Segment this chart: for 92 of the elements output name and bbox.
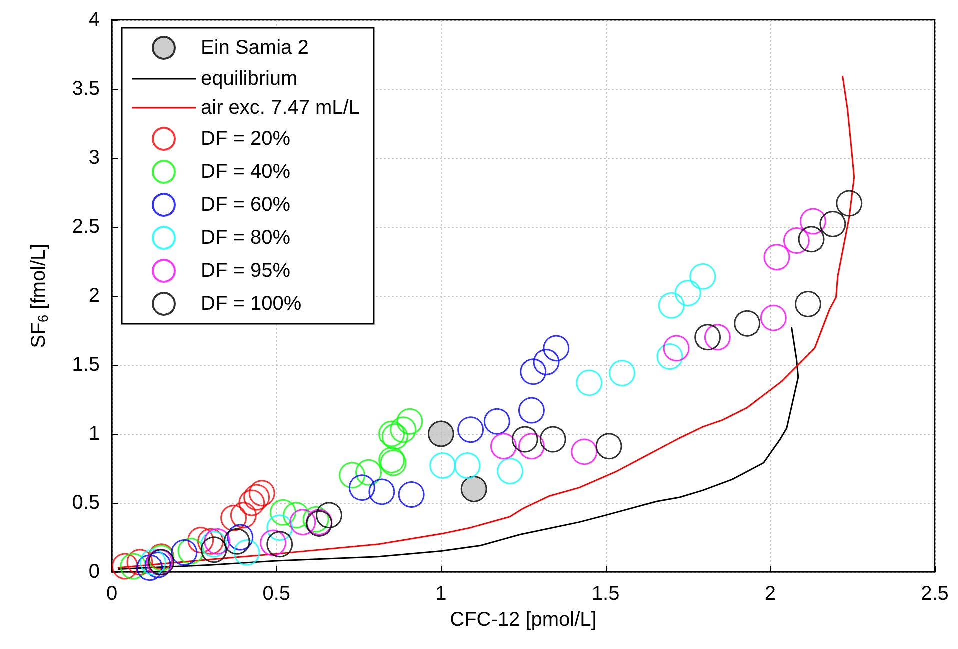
point bbox=[140, 549, 166, 576]
point bbox=[734, 310, 761, 337]
point bbox=[520, 358, 547, 386]
point bbox=[760, 304, 787, 332]
point bbox=[663, 335, 690, 362]
x-axis-title: CFC-12 [pmol/L] bbox=[450, 609, 597, 631]
y-tick-label: 3.5 bbox=[72, 78, 100, 100]
point bbox=[120, 553, 147, 580]
point bbox=[512, 426, 538, 453]
point bbox=[656, 343, 684, 370]
x-tick-label: 0 bbox=[106, 583, 118, 605]
point bbox=[576, 370, 603, 396]
point bbox=[290, 509, 316, 536]
point bbox=[266, 514, 294, 542]
y-tick-label: 0.5 bbox=[72, 492, 100, 514]
point bbox=[230, 502, 257, 529]
y-tick-label: 2.5 bbox=[72, 216, 100, 238]
point bbox=[518, 433, 545, 460]
point bbox=[260, 530, 287, 556]
legend-label: air exc. 7.47 mL/L bbox=[201, 97, 360, 119]
point bbox=[784, 228, 810, 254]
legend-label: DF = 95% bbox=[201, 260, 291, 282]
point bbox=[533, 348, 560, 376]
x-tick-label: 1.5 bbox=[592, 583, 620, 605]
legend-label: DF = 60% bbox=[201, 194, 291, 216]
y-tick-label: 2 bbox=[88, 285, 100, 307]
point bbox=[227, 524, 254, 551]
point bbox=[244, 484, 270, 511]
point bbox=[224, 528, 250, 555]
point bbox=[396, 408, 424, 435]
y-tick-label: 1.5 bbox=[72, 354, 100, 376]
point bbox=[571, 438, 598, 466]
point bbox=[368, 478, 396, 506]
point bbox=[609, 360, 636, 387]
point bbox=[543, 335, 570, 362]
legend-label: DF = 40% bbox=[201, 161, 291, 183]
point bbox=[171, 539, 198, 566]
point bbox=[764, 244, 790, 271]
point bbox=[136, 554, 164, 582]
point bbox=[266, 531, 294, 558]
x-tick-label: 1 bbox=[436, 583, 447, 605]
point bbox=[694, 324, 722, 351]
point bbox=[238, 490, 266, 516]
point bbox=[220, 504, 248, 532]
point bbox=[454, 452, 481, 479]
y-tick-label: 1 bbox=[88, 423, 100, 445]
point bbox=[497, 458, 524, 485]
point bbox=[518, 397, 545, 424]
point bbox=[490, 433, 517, 460]
y-axis-title: SF6 [fmol/L] bbox=[28, 244, 51, 348]
point bbox=[836, 190, 863, 217]
point bbox=[820, 210, 846, 238]
x-tick-label: 2.5 bbox=[921, 583, 949, 605]
x-tick-label: 0.5 bbox=[262, 583, 291, 605]
point bbox=[690, 263, 716, 290]
point bbox=[460, 476, 488, 502]
point bbox=[339, 462, 366, 489]
point bbox=[390, 416, 417, 444]
point bbox=[540, 426, 566, 453]
point bbox=[283, 502, 310, 529]
point bbox=[795, 291, 822, 318]
point bbox=[674, 280, 702, 306]
point bbox=[348, 474, 376, 502]
point bbox=[398, 481, 425, 508]
y-tick-label: 3 bbox=[88, 147, 100, 169]
point bbox=[458, 416, 484, 444]
point bbox=[484, 408, 510, 435]
point bbox=[178, 538, 204, 565]
legend-label: DF = 80% bbox=[201, 227, 291, 249]
point bbox=[188, 527, 214, 554]
point bbox=[270, 499, 296, 526]
point bbox=[428, 420, 454, 448]
point bbox=[596, 433, 622, 460]
legend-label: DF = 20% bbox=[201, 128, 291, 150]
legend-label: Ein Samia 2 bbox=[201, 37, 309, 59]
y-tick-label: 4 bbox=[88, 9, 100, 31]
point bbox=[200, 536, 228, 564]
y-tick-label: 0 bbox=[88, 561, 100, 583]
point bbox=[798, 226, 825, 253]
point bbox=[112, 553, 138, 580]
point bbox=[234, 539, 260, 566]
x-tick-label: 2 bbox=[764, 583, 776, 605]
point bbox=[356, 459, 382, 486]
point bbox=[800, 208, 826, 235]
point bbox=[316, 502, 343, 529]
legend-label: equilibrium bbox=[201, 68, 298, 90]
point bbox=[248, 480, 276, 507]
point bbox=[126, 549, 154, 576]
point bbox=[704, 324, 731, 351]
point bbox=[430, 452, 456, 479]
legend-label: DF = 100% bbox=[201, 293, 302, 315]
point bbox=[658, 292, 685, 319]
